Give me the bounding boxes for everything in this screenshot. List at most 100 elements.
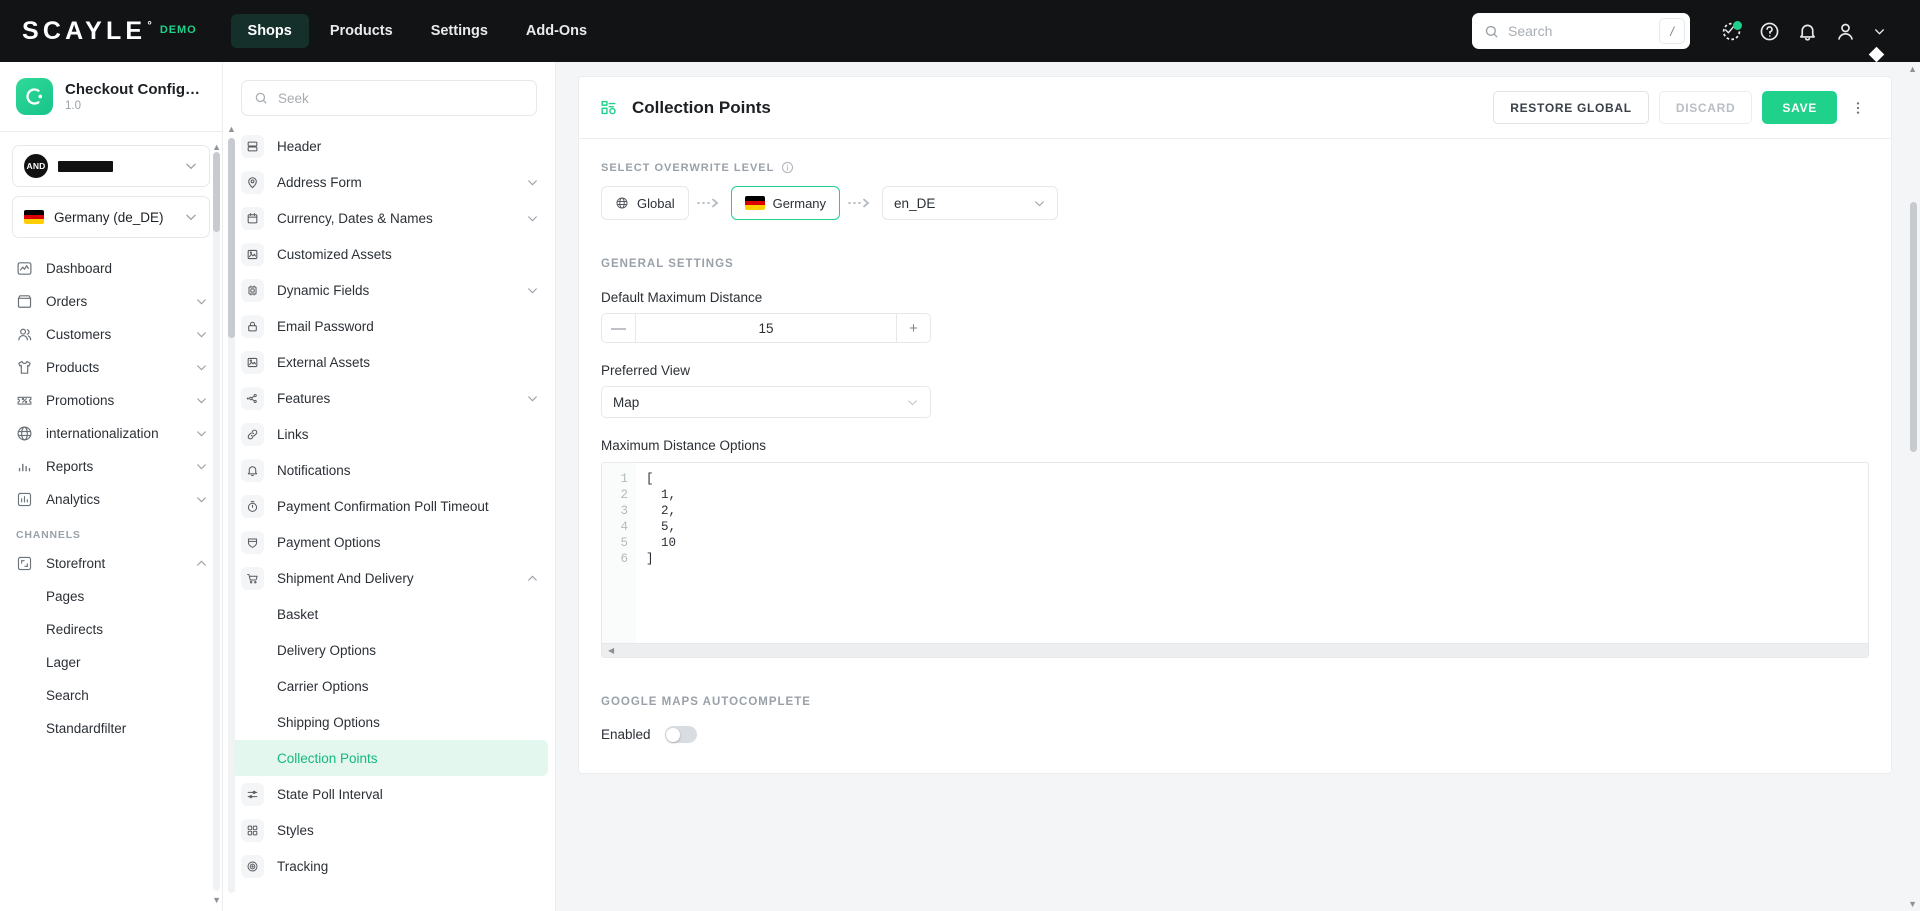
top-nav-items: Shops Products Settings Add-Ons: [230, 14, 605, 48]
config-item-label: Customized Assets: [277, 246, 392, 262]
preferred-view-value: Map: [613, 394, 640, 410]
default-maximum-distance-value[interactable]: 15: [635, 314, 897, 342]
sidebar-item-standardfilter[interactable]: Standardfilter: [46, 721, 127, 736]
config-item-features[interactable]: Features: [223, 380, 555, 416]
config-item-tracking[interactable]: Tracking: [223, 848, 555, 884]
global-search[interactable]: Search /: [1472, 13, 1690, 49]
config-item-label: Currency, Dates & Names: [277, 210, 433, 226]
status-check-icon[interactable]: [1712, 12, 1750, 50]
chevron-up-icon: [526, 572, 539, 585]
preferred-view-select[interactable]: Map: [601, 386, 931, 418]
scroll-down-arrow-icon[interactable]: ▼: [212, 895, 221, 905]
more-options-icon[interactable]: [1847, 100, 1869, 116]
config-item-address-form[interactable]: Address Form: [223, 164, 555, 200]
overwrite-level-global-chip[interactable]: Global: [601, 186, 689, 220]
config-subitem-shipping-options[interactable]: Shipping Options: [277, 714, 380, 730]
main-scrollbar-thumb[interactable]: [1910, 202, 1917, 452]
config-subitem-basket[interactable]: Basket: [277, 606, 319, 622]
editor-code-area[interactable]: [ 1, 2, 5, 10]: [636, 463, 1868, 643]
chevron-down-icon[interactable]: [1860, 12, 1898, 50]
shop-selector[interactable]: AND: [12, 145, 210, 187]
sidebar-item-customers[interactable]: Customers: [0, 318, 222, 351]
scroll-down-arrow-icon[interactable]: ▼: [1908, 899, 1917, 909]
help-icon[interactable]: [1750, 12, 1788, 50]
sidebar-item-redirects[interactable]: Redirects: [46, 622, 104, 637]
top-nav-addons[interactable]: Add-Ons: [525, 23, 588, 39]
global-search-input[interactable]: Search: [1508, 23, 1553, 39]
save-button[interactable]: SAVE: [1762, 91, 1837, 124]
sidebar-scrollbar-thumb[interactable]: [213, 152, 220, 232]
info-icon[interactable]: [781, 161, 794, 174]
config-item-payment-confirmation-poll-timeout[interactable]: Payment Confirmation Poll Timeout: [223, 488, 555, 524]
user-account-icon[interactable]: [1826, 12, 1864, 50]
germany-flag-icon: [744, 196, 765, 210]
config-item-state-poll-interval[interactable]: State Poll Interval: [223, 776, 555, 812]
sidebar-item-dashboard[interactable]: Dashboard: [0, 252, 222, 285]
overwrite-level-locale-select[interactable]: en_DE: [882, 186, 1059, 220]
config-item-label: Payment Confirmation Poll Timeout: [277, 498, 489, 514]
sidebar-item-pages[interactable]: Pages: [46, 589, 85, 604]
stepper-decrement-button[interactable]: —: [611, 319, 626, 337]
brand-logo[interactable]: SCAYLE° DEMO: [22, 17, 197, 46]
google-maps-heading: GOOGLE MAPS AUTOCOMPLETE: [601, 696, 811, 708]
config-item-email-password[interactable]: Email Password: [223, 308, 555, 344]
main-scrollbar[interactable]: [1910, 72, 1917, 901]
storefront-frame-icon: [16, 555, 33, 572]
maximum-distance-options-editor[interactable]: 1 2 3 4 5 6 [ 1, 2, 5, 10] ◀: [601, 462, 1869, 658]
config-item-customized-assets[interactable]: Customized Assets: [223, 236, 555, 272]
scroll-up-arrow-icon[interactable]: ▲: [227, 124, 236, 134]
sidebar-item-analytics[interactable]: Analytics: [0, 483, 222, 516]
editor-horizontal-scrollbar[interactable]: ◀: [602, 643, 1868, 657]
config-item-external-assets[interactable]: External Assets: [223, 344, 555, 380]
scroll-up-arrow-icon[interactable]: ▲: [1908, 64, 1917, 74]
chevron-down-icon: [195, 361, 208, 374]
google-maps-enabled-toggle[interactable]: [664, 726, 697, 743]
scroll-up-arrow-icon[interactable]: ▲: [212, 142, 221, 152]
config-item-styles[interactable]: Styles: [223, 812, 555, 848]
seek-input[interactable]: Seek: [278, 90, 309, 106]
restore-global-button[interactable]: RESTORE GLOBAL: [1493, 91, 1649, 124]
editor-body[interactable]: 1 2 3 4 5 6 [ 1, 2, 5, 10]: [602, 463, 1868, 643]
sidebar-item-promotions[interactable]: Promotions: [0, 384, 222, 417]
timer-icon: [241, 494, 264, 518]
sidebar-item-internationalization[interactable]: internationalization: [0, 417, 222, 450]
sidebar-scrollbar[interactable]: [213, 152, 220, 891]
config-item-dynamic-fields[interactable]: Dynamic Fields: [223, 272, 555, 308]
top-nav-products[interactable]: Products: [329, 23, 393, 39]
config-subitem-delivery-options[interactable]: Delivery Options: [277, 642, 377, 658]
config-list-scrollbar[interactable]: [228, 138, 235, 893]
top-nav-shops[interactable]: Shops: [230, 14, 309, 48]
config-item-header[interactable]: Header: [223, 128, 555, 164]
sidebar-item-label: Analytics: [46, 492, 101, 507]
config-item-label: Address Form: [277, 174, 362, 190]
default-maximum-distance-stepper[interactable]: — 15 +: [601, 313, 931, 343]
config-subitem-collection-points[interactable]: Collection Points: [230, 740, 548, 776]
sidebar-item-reports[interactable]: Reports: [0, 450, 222, 483]
config-subitem-carrier-options[interactable]: Carrier Options: [277, 678, 369, 694]
bell-icon: [241, 458, 264, 482]
config-list-scrollbar-thumb[interactable]: [228, 138, 235, 338]
search-shortcut-key: /: [1659, 18, 1685, 44]
config-item-shipment-and-delivery[interactable]: Shipment And Delivery: [223, 560, 555, 596]
sidebar-item-storefront[interactable]: Storefront: [0, 547, 222, 580]
config-item-currency-dates-names[interactable]: Currency, Dates & Names: [223, 200, 555, 236]
shop-avatar: AND: [24, 154, 48, 178]
customers-people-icon: [16, 326, 33, 343]
config-item-notifications[interactable]: Notifications: [223, 452, 555, 488]
sidebar-item-lager[interactable]: Lager: [46, 655, 81, 670]
sidebar-item-orders[interactable]: Orders: [0, 285, 222, 318]
discard-button[interactable]: DISCARD: [1658, 91, 1753, 124]
locale-selector[interactable]: Germany (de_DE): [12, 196, 210, 238]
stepper-increment-button[interactable]: +: [909, 319, 918, 337]
sidebar-item-products[interactable]: Products: [0, 351, 222, 384]
calendar-icon: [241, 206, 264, 230]
notifications-bell-icon[interactable]: [1788, 12, 1826, 50]
sidebar-item-search[interactable]: Search: [46, 688, 89, 703]
seek-search[interactable]: Seek: [241, 80, 537, 116]
config-item-label: Features: [277, 390, 331, 406]
config-item-payment-options[interactable]: Payment Options: [223, 524, 555, 560]
overwrite-level-country-chip[interactable]: Germany: [730, 186, 841, 220]
sidebar-item-label: Orders: [46, 294, 88, 309]
config-item-links[interactable]: Links: [223, 416, 555, 452]
top-nav-settings[interactable]: Settings: [430, 23, 488, 39]
